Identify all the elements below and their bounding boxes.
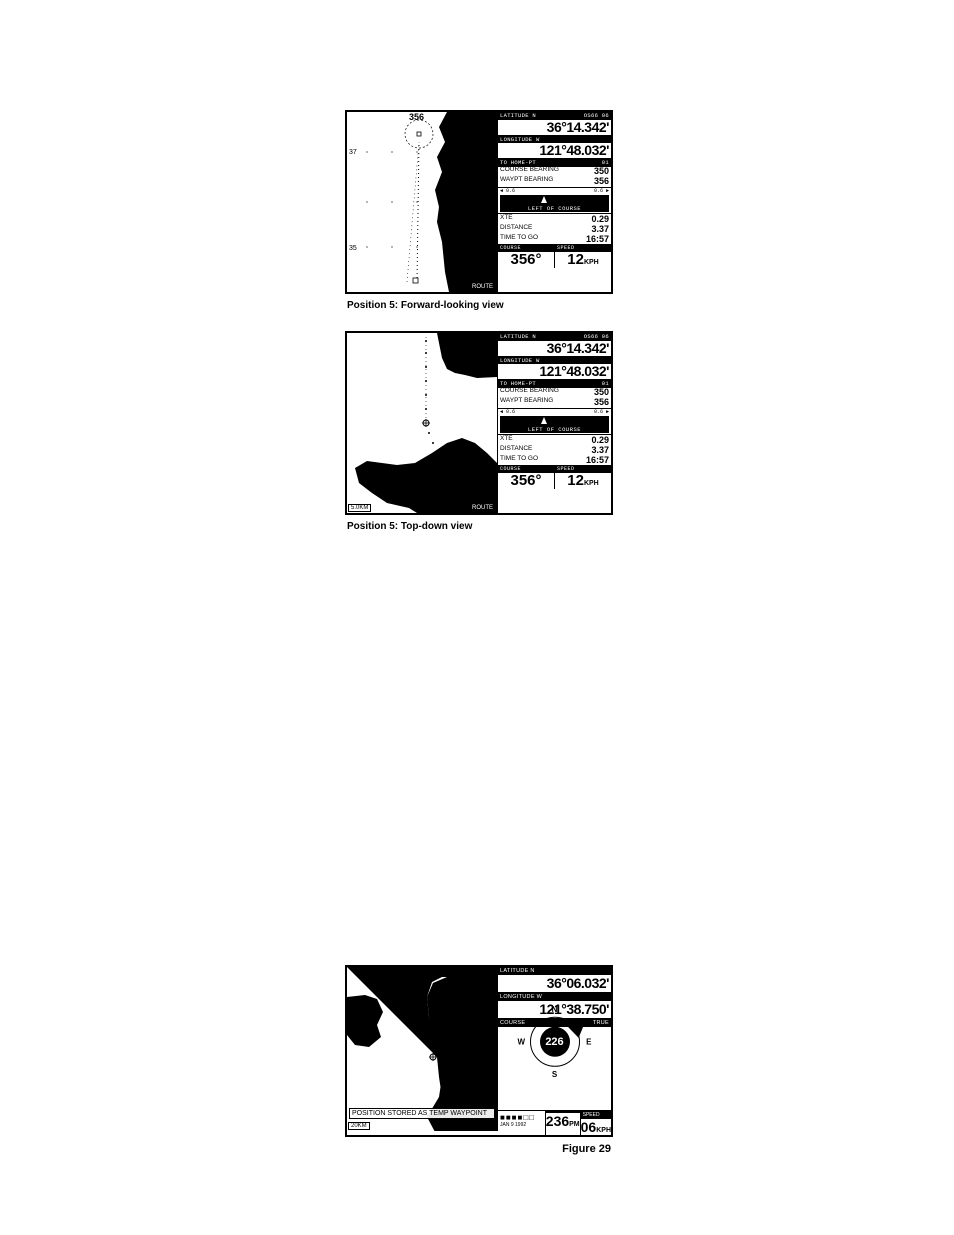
data-row: XTE0.29 [498, 435, 611, 445]
speed-cell: SPEED 06KPH [580, 1111, 611, 1135]
course-speed-block: COURSE356° SPEED12KPH [498, 465, 611, 489]
svg-text:356: 356 [409, 112, 424, 122]
longitude-value: 121°48.032' [498, 143, 611, 159]
info-panel: LATITUDE NOS66 0636°14.342'LONGITUDE W12… [498, 333, 611, 513]
data-row: DISTANCE3.37 [498, 445, 611, 455]
time-cell: 236PM [545, 1111, 580, 1135]
data-row: XTE0.29 [498, 214, 611, 224]
signal-block: ■■■■□□ JAN 9 1992 [498, 1111, 545, 1135]
compass-heading: 226 [540, 1027, 570, 1057]
gps-display-compass: POSITION STORED AS TEMP WAYPOINT 20KM LA… [345, 965, 613, 1137]
compass-south: S [552, 1070, 557, 1079]
latitude-value: 36°06.032' [498, 975, 611, 993]
compass-east: E [586, 1037, 591, 1046]
svg-text:37: 37 [349, 149, 357, 156]
data-row: TIME TO GO16:57 [498, 455, 611, 465]
data-row: WAYPT BEARING356 [498, 398, 611, 408]
compass-panel: LATITUDE N 36°06.032' LONGITUDE W 121°38… [498, 967, 611, 1135]
cdi-indicator: ◄ 0.60.6 ► LEFT OF COURSE [498, 187, 611, 215]
latitude-value: 36°14.342' [498, 341, 611, 357]
lat-label: LATITUDE N [500, 968, 535, 974]
satellite-dots: ■■■■□□ [500, 1113, 543, 1122]
gps-display-topdown: 5.0KM ROUTE LATITUDE NOS66 0636°14.342'L… [345, 331, 613, 515]
data-row: COURSE BEARING350 [498, 388, 611, 398]
cdi-indicator: ◄ 0.60.6 ► LEFT OF COURSE [498, 408, 611, 436]
scale-label: 5.0KM [348, 504, 371, 512]
data-row: TIME TO GO16:57 [498, 234, 611, 244]
caption-forward: Position 5: Forward-looking view [347, 300, 613, 311]
map-panel: 356 37 35 ROUTE [347, 112, 498, 292]
compass-north: N [552, 1005, 558, 1014]
map-panel: 5.0KM ROUTE [347, 333, 498, 513]
figure-caption: Figure 29 [345, 1143, 613, 1155]
longitude-header: LONGITUDE W [498, 993, 611, 1001]
latitude-header: LATITUDE N [498, 967, 611, 975]
data-row: WAYPT BEARING356 [498, 177, 611, 187]
caption-topdown: Position 5: Top-down view [347, 521, 613, 532]
scale-label: 20KM [348, 1122, 370, 1130]
map-panel: POSITION STORED AS TEMP WAYPOINT 20KM [347, 967, 498, 1131]
course-speed-block: COURSE356° SPEED12KPH [498, 244, 611, 268]
longitude-value: 121°48.032' [498, 364, 611, 380]
route-tag: ROUTE [469, 283, 496, 291]
svg-text:35: 35 [349, 245, 357, 252]
date-label: JAN 9 1992 [500, 1122, 543, 1128]
route-tag: ROUTE [469, 504, 496, 512]
gps-display-forward: 356 37 35 ROUTE LATITUDE NOS66 0636°14.3… [345, 110, 613, 294]
latitude-value: 36°14.342' [498, 120, 611, 136]
data-row: COURSE BEARING350 [498, 167, 611, 177]
status-message: POSITION STORED AS TEMP WAYPOINT [349, 1108, 495, 1119]
info-panel: LATITUDE NOS66 0636°14.342'LONGITUDE W12… [498, 112, 611, 292]
lon-label: LONGITUDE W [500, 994, 542, 1000]
compass-west: W [518, 1037, 526, 1046]
compass-rose: N S E W 226 [520, 1007, 590, 1077]
data-row: DISTANCE3.37 [498, 224, 611, 234]
bottom-readout: ■■■■□□ JAN 9 1992 236PM SPEED 06KPH [498, 1110, 611, 1135]
